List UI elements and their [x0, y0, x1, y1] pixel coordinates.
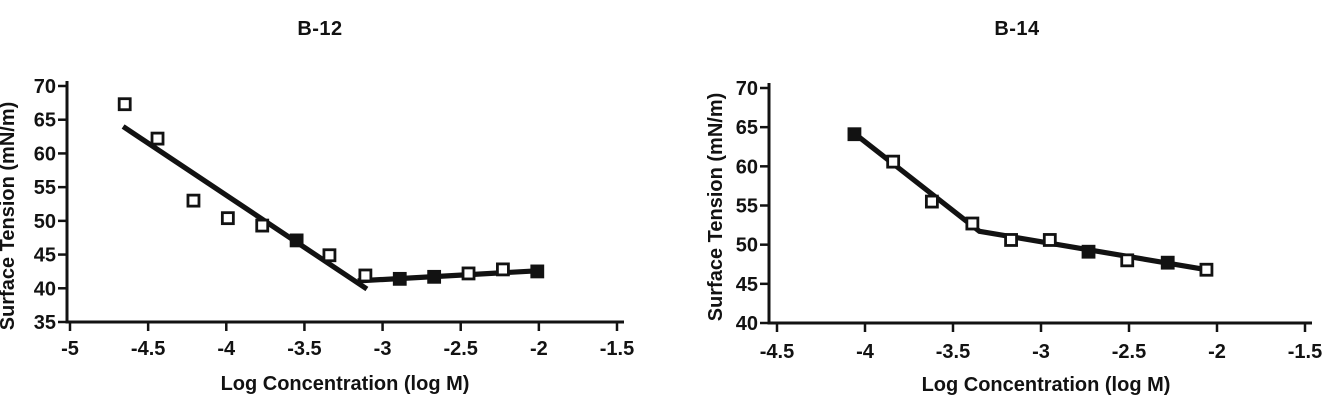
- data-point-marker: [427, 269, 442, 284]
- data-point-marker: [1120, 253, 1135, 268]
- plot-b12: 35 40 45 50 55 60 65 70 -5 -4.5 -4 -3.5 -3 -2.5 -2 -1.5…: [0, 18, 634, 395]
- data-point-marker: [886, 154, 901, 169]
- y-tick-label: 40: [34, 278, 56, 300]
- x-tick-label: -2.5: [1112, 341, 1146, 363]
- x-tick-label: -4.5: [760, 341, 794, 363]
- x-tick-label: -3.5: [936, 341, 970, 363]
- x-tick-label: -2: [530, 338, 548, 360]
- data-point-marker: [461, 266, 476, 281]
- data-point-marker: [965, 216, 980, 231]
- data-point-marker: [186, 193, 201, 208]
- data-point-marker: [358, 268, 373, 283]
- data-point-marker: [1042, 233, 1057, 247]
- data-point-marker: [1081, 244, 1096, 259]
- data-point-marker: [1160, 255, 1175, 270]
- data-point-marker: [496, 262, 510, 277]
- trend-line: [121, 124, 369, 292]
- x-tick-label: -1.5: [600, 338, 634, 360]
- y-tick-label: 45: [34, 245, 56, 267]
- chart-title: B-12: [297, 18, 342, 40]
- chart-b12: 35 40 45 50 55 60 65 70 -5 -4.5 -4 -3.5 -3 -2.5 -2 -1.5…: [0, 18, 634, 395]
- data-point-marker: [289, 233, 304, 248]
- trend-line: [357, 268, 538, 284]
- data-point-marker: [392, 271, 407, 286]
- y-tick-label: 55: [736, 196, 758, 218]
- x-tick-label: -4.5: [131, 338, 165, 360]
- x-tick-label: -4: [856, 341, 875, 363]
- y-tick-label: 50: [34, 211, 56, 233]
- data-point-marker: [530, 264, 545, 279]
- data-point-marker: [255, 218, 270, 233]
- data-point-marker: [322, 248, 337, 263]
- chart-title: B-14: [994, 18, 1040, 40]
- y-tick-label: 55: [34, 177, 56, 199]
- x-axis-title: Log Concentration (log M): [922, 374, 1171, 396]
- y-tick-label: 65: [736, 117, 758, 139]
- plot-b14: 40 45 50 55 60 65 70 -4.5 -4 -3.5 -3 -2.5 -2 -1.5 B-14…: [705, 18, 1322, 396]
- data-point-marker: [117, 97, 132, 112]
- x-tick-label: -2: [1208, 341, 1226, 363]
- y-tick-label: 70: [34, 76, 56, 98]
- x-tick-label: -2.5: [443, 338, 477, 360]
- y-tick-label: 60: [34, 143, 56, 165]
- chart-b14: 40 45 50 55 60 65 70 -4.5 -4 -3.5 -3 -2.5 -2 -1.5 B-14…: [671, 0, 1342, 403]
- y-tick-label: 40: [736, 313, 758, 335]
- y-tick-label: 35: [34, 312, 56, 334]
- data-point-marker: [924, 194, 939, 209]
- x-tick-label: -4: [217, 338, 236, 360]
- y-tick-label: 50: [736, 235, 758, 257]
- y-axis-title: Surface Tension (mN/m): [705, 93, 727, 322]
- x-tick-label: -1.5: [1288, 341, 1322, 363]
- data-point-marker: [1004, 233, 1018, 247]
- data-point-marker: [220, 211, 235, 226]
- y-tick-label: 70: [736, 78, 758, 100]
- x-tick-label: -3: [374, 338, 392, 360]
- y-tick-label: 60: [736, 156, 758, 178]
- data-point-marker: [1199, 262, 1214, 277]
- y-tick-label: 65: [34, 110, 56, 132]
- x-tick-label: -3.5: [287, 338, 321, 360]
- data-point-marker: [847, 127, 862, 142]
- data-point-marker: [150, 131, 165, 146]
- x-tick-label: -5: [61, 338, 79, 360]
- y-axis-title: Surface Tension (mN/m): [0, 102, 19, 331]
- x-tick-label: -3: [1032, 341, 1050, 363]
- y-tick-label: 45: [736, 274, 758, 296]
- x-axis-title: Log Concentration (log M): [221, 373, 470, 395]
- trend-line: [852, 131, 1207, 273]
